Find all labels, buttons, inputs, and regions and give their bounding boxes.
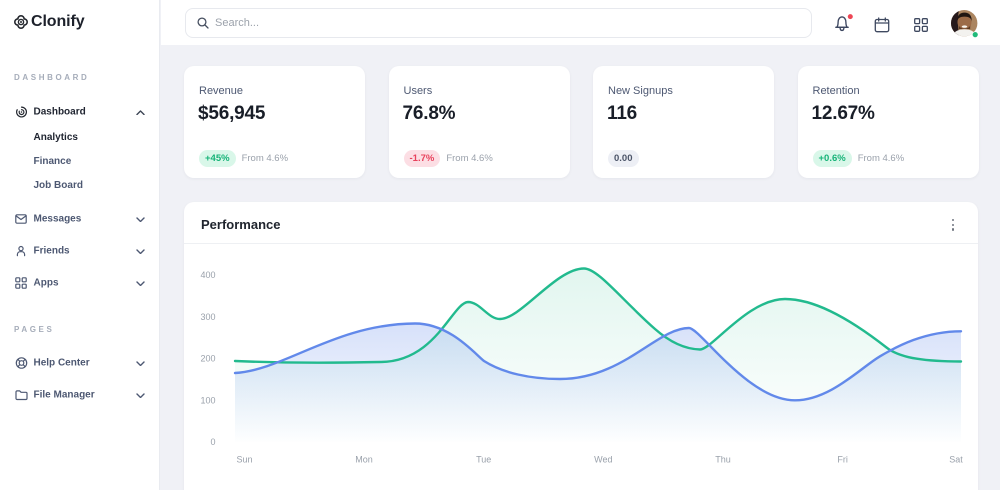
svg-text:200: 200 (200, 354, 215, 364)
svg-text:100: 100 (200, 395, 215, 405)
svg-text:Sat: Sat (949, 455, 963, 465)
svg-text:Thu: Thu (715, 455, 731, 465)
svg-text:Mon: Mon (355, 455, 373, 465)
svg-text:400: 400 (200, 270, 215, 280)
svg-text:300: 300 (200, 312, 215, 322)
svg-text:0: 0 (210, 437, 215, 447)
svg-text:Tue: Tue (476, 455, 491, 465)
svg-text:Sun: Sun (236, 455, 252, 465)
svg-text:Fri: Fri (837, 455, 848, 465)
svg-text:Wed: Wed (594, 455, 612, 465)
